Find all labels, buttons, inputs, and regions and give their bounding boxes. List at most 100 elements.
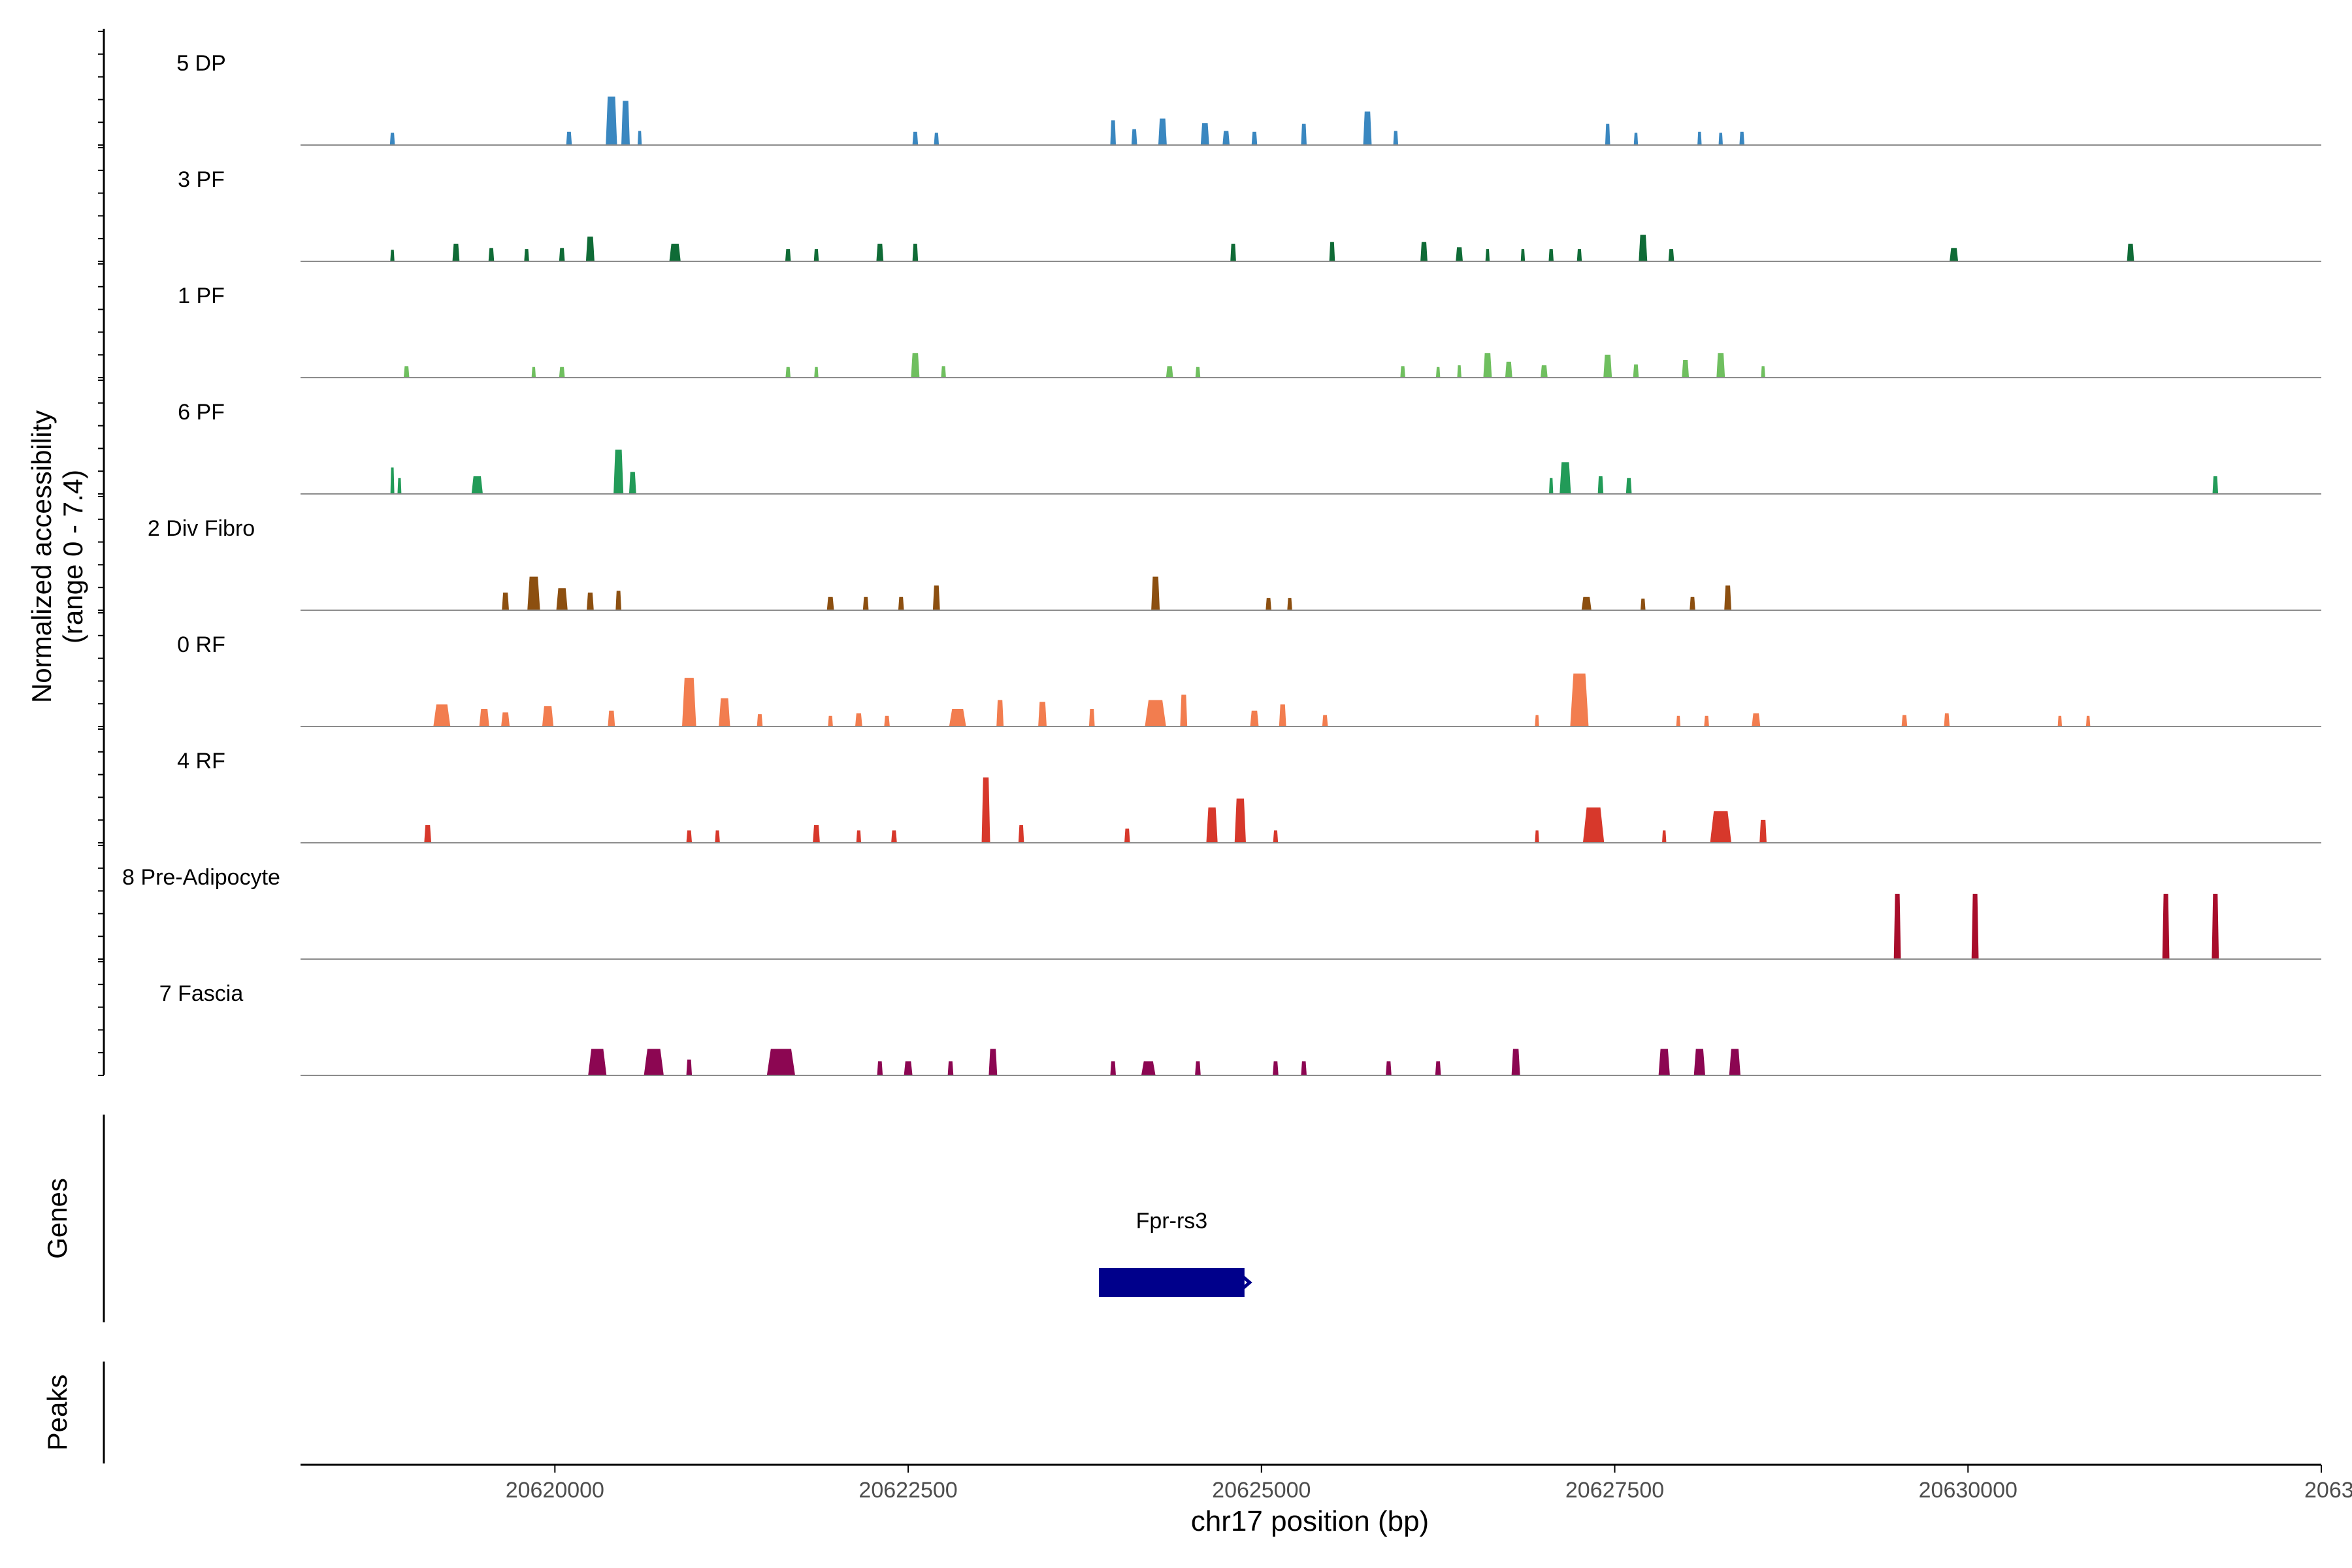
coverage-peak	[1234, 798, 1246, 843]
x-axis: 20620000 20622500 20625000 20627500 20630000…	[301, 1463, 2352, 1503]
y-axis-ticks	[98, 31, 104, 1076]
x-axis-ticks: 20620000 20622500 20625000 20627500 20630000…	[506, 1465, 2352, 1503]
coverage-peak	[715, 830, 720, 843]
coverage-peak	[1901, 715, 1908, 727]
coverage-peak	[613, 449, 624, 494]
coverage-peak	[608, 710, 615, 727]
coverage-peak	[588, 1049, 607, 1075]
coverage-peak	[527, 576, 540, 610]
coverage-peak	[1704, 715, 1709, 727]
track-labels: 5 DP 3 PF 1 PF 6 PF 2 Div Fibro 0 RF 4 RF 8 Pre…	[122, 51, 280, 1006]
coverage-peak	[1505, 361, 1512, 378]
coverage-peak	[877, 1061, 883, 1075]
coverage-peak	[1511, 1049, 1520, 1075]
coverage-peak	[912, 244, 919, 261]
coverage-peak	[988, 1049, 998, 1075]
coverage-peak	[1301, 1061, 1307, 1075]
coverage-peak	[876, 244, 884, 261]
track-1-pf	[301, 353, 2321, 378]
coverage-peak	[1250, 710, 1259, 727]
coverage-peak	[947, 1061, 954, 1075]
x-tick-label: 20620000	[506, 1478, 604, 1503]
coverage-peak	[1038, 702, 1047, 727]
coverage-peak	[1697, 131, 1702, 145]
coverage-peak	[433, 704, 451, 727]
coverage-peak	[1581, 596, 1592, 610]
coverage-peak	[2212, 894, 2219, 959]
coverage-peak	[814, 367, 819, 378]
coverage-peak	[828, 715, 833, 727]
coverage-peak	[1582, 807, 1605, 843]
track-label-8-pre-adipocyte: 8 Pre-Adipocyte	[122, 865, 280, 890]
coverage-peak	[911, 353, 920, 378]
coverage-peak	[1605, 123, 1610, 145]
coverage-peak	[389, 133, 395, 145]
coverage-peak	[1435, 1061, 1441, 1075]
coverage-peak	[1145, 700, 1166, 727]
coverage-peak	[1363, 111, 1372, 145]
coverage-peak	[2162, 894, 2170, 959]
coverage-peak	[1676, 715, 1681, 727]
coverage-peak	[1693, 1049, 1705, 1075]
coverage-peak	[531, 367, 536, 378]
coverage-peak	[1549, 478, 1554, 494]
coverage-peak	[686, 830, 693, 843]
coverage-peak	[785, 249, 791, 261]
gene-strand-arrow	[1239, 1273, 1252, 1292]
coverage-peak	[471, 476, 483, 494]
coverage-peak	[1560, 462, 1571, 494]
coverage-peak	[1759, 819, 1767, 843]
coverage-peak	[1266, 598, 1271, 610]
coverage-peak	[996, 700, 1004, 727]
track-6-pf	[301, 449, 2321, 495]
coverage-peak	[1950, 248, 1959, 261]
coverage-peak	[606, 96, 617, 145]
coverage-peak	[559, 367, 565, 378]
coverage-peak	[862, 596, 869, 610]
coverage-peak	[1944, 713, 1950, 727]
coverage-peak	[1287, 598, 1292, 610]
coverage-peak	[479, 709, 489, 727]
coverage-peak	[1535, 715, 1539, 727]
track-2-div-fibro	[301, 576, 2321, 611]
track-8-pre-adipocyte	[301, 894, 2321, 960]
coverage-peak	[1456, 247, 1463, 261]
coverage-peak	[1893, 894, 1901, 959]
coverage-peak	[1110, 1061, 1116, 1075]
track-label-3-pf: 3 PF	[178, 167, 225, 192]
coverage-peak	[1662, 830, 1667, 843]
coverage-peak	[397, 478, 402, 494]
coverage-peak	[1166, 366, 1173, 378]
coverage-peak	[766, 1049, 795, 1075]
track-label-2-div-fibro: 2 Div Fibro	[148, 516, 255, 541]
coverage-peak	[2127, 244, 2134, 261]
track-label-1-pf: 1 PF	[178, 284, 225, 308]
coverage-peak	[502, 593, 509, 610]
x-axis-label: chr17 position (bp)	[1191, 1505, 1429, 1537]
peaks-panel-label: Peaks	[42, 1375, 73, 1451]
coverage-peak	[1625, 478, 1632, 494]
coverage-peak	[891, 830, 897, 843]
coverage-peak	[452, 244, 460, 261]
gene-label: Fpr-rs3	[1136, 1209, 1208, 1233]
coverage-peak	[542, 706, 554, 727]
coverage-peak	[1230, 244, 1236, 261]
track-label-0-rf: 0 RF	[177, 632, 225, 657]
coverage-peak	[1633, 133, 1639, 145]
coverage-peak	[1658, 1049, 1670, 1075]
coverage-peak	[1200, 123, 1209, 145]
coverage-peak	[1435, 367, 1441, 378]
x-tick-label: 20625000	[1212, 1478, 1311, 1503]
coverage-peak	[1971, 894, 1979, 959]
gene-annotations: Fpr-rs3	[1099, 1209, 1252, 1297]
coverage-peak	[1716, 353, 1725, 378]
coverage-peak	[501, 712, 510, 727]
coverage-peak	[566, 131, 572, 145]
coverage-peak	[524, 249, 529, 261]
coverage-peak	[949, 709, 966, 727]
coverage-peak	[1400, 366, 1405, 378]
coverage-peak	[904, 1061, 913, 1075]
coverage-peak	[1639, 235, 1648, 261]
coverage-peak	[813, 249, 819, 261]
